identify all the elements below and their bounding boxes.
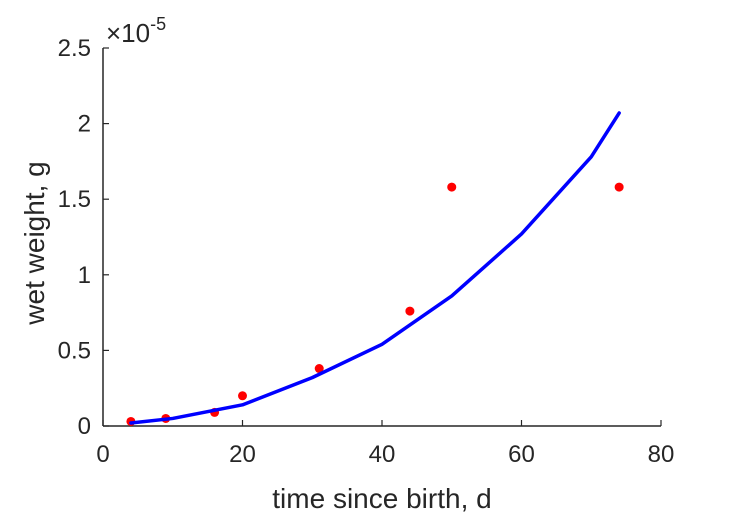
x-axis-label: time since birth, d	[272, 483, 491, 514]
data-point	[405, 306, 415, 316]
x-tick-label: 20	[229, 441, 256, 468]
data-point	[238, 391, 247, 401]
chart-marks	[126, 111, 624, 426]
y-multiplier-base: ×10	[106, 18, 150, 48]
x-tick-label: 40	[369, 441, 396, 468]
y-axis-multiplier: ×10-5	[106, 14, 166, 48]
y-tick-label: 1.5	[58, 186, 91, 213]
x-tick-label: 80	[648, 441, 675, 468]
data-point	[447, 182, 457, 192]
y-tick-label: 1	[78, 262, 91, 289]
chart-labels: time since birth, d wet weight, g ×10-5	[19, 14, 492, 514]
x-tick-label: 60	[508, 441, 535, 468]
data-point	[314, 364, 324, 374]
y-tick-label: 2	[78, 111, 91, 138]
axes: 0 20 40 60 80 0 0.5 1 1.5 2 2.5	[58, 35, 675, 468]
y-tick-label: 0	[78, 413, 91, 440]
y-tick-label: 2.5	[58, 35, 91, 62]
x-tick-label: 0	[96, 441, 109, 468]
data-point	[614, 182, 624, 192]
y-tick-label: 0.5	[58, 337, 91, 364]
fit-curve-line	[129, 111, 621, 425]
y-axis-label: wet weight, g	[19, 161, 50, 325]
y-multiplier-exponent: -5	[150, 14, 166, 34]
